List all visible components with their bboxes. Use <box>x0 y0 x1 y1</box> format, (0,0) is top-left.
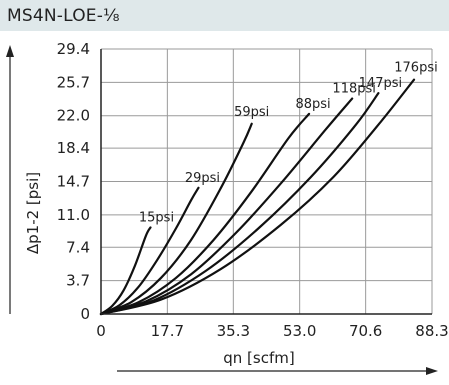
y-tick-label: 7.4 <box>66 238 90 256</box>
x-tick-label: 88.3 <box>415 322 448 340</box>
curve-118psi <box>99 97 354 316</box>
header-bar: MS4N-LOE-⅛ <box>0 0 449 31</box>
x-tick-label: 0 <box>96 322 106 340</box>
curve-label-29psi: 29psi <box>185 171 220 186</box>
curve-147psi <box>99 92 380 316</box>
curve-15psi <box>99 226 152 316</box>
axes <box>6 45 438 375</box>
x-axis-label: qn [scfm] <box>223 349 294 367</box>
curve-88psi <box>99 112 311 316</box>
x-tick-label: 35.3 <box>217 322 250 340</box>
y-tick-label: 0 <box>80 305 90 323</box>
x-tick-labels: 0 17.7 35.3 53.0 70.6 88.3 <box>96 322 448 340</box>
y-tick-label: 22.0 <box>57 107 90 125</box>
y-tick-label: 14.7 <box>57 173 90 191</box>
y-tick-label: 3.7 <box>66 272 90 290</box>
flow-curves <box>99 78 416 316</box>
curve-label-147psi: 147psi <box>359 76 402 91</box>
curve-label-118psi: 118psi <box>332 82 375 97</box>
curve-label-88psi: 88psi <box>295 97 330 112</box>
x-tick-label: 53.0 <box>283 322 316 340</box>
curve-label-15psi: 15psi <box>139 210 174 225</box>
y-tick-label: 18.4 <box>57 139 90 157</box>
curve-29psi <box>99 186 200 316</box>
y-tick-label: 25.7 <box>57 73 90 91</box>
y-tick-labels: 0 3.7 7.4 11.0 14.7 18.4 22.0 25.7 29.4 <box>57 40 90 323</box>
x-direction-arrow-head <box>426 367 438 375</box>
y-axis-label: Δp1-2 [psi] <box>24 172 42 254</box>
product-title: MS4N-LOE-⅛ <box>7 6 120 26</box>
y-tick-label: 29.4 <box>57 40 90 58</box>
x-tick-label: 17.7 <box>151 322 184 340</box>
y-tick-label: 11.0 <box>57 206 90 224</box>
curve-label-176psi: 176psi <box>394 61 437 76</box>
grid-lines <box>101 48 433 314</box>
curve-label-59psi: 59psi <box>234 105 269 120</box>
curve-176psi <box>99 78 416 316</box>
y-direction-arrow-head <box>6 45 14 57</box>
x-tick-label: 70.6 <box>349 322 382 340</box>
curve-59psi <box>99 122 253 316</box>
